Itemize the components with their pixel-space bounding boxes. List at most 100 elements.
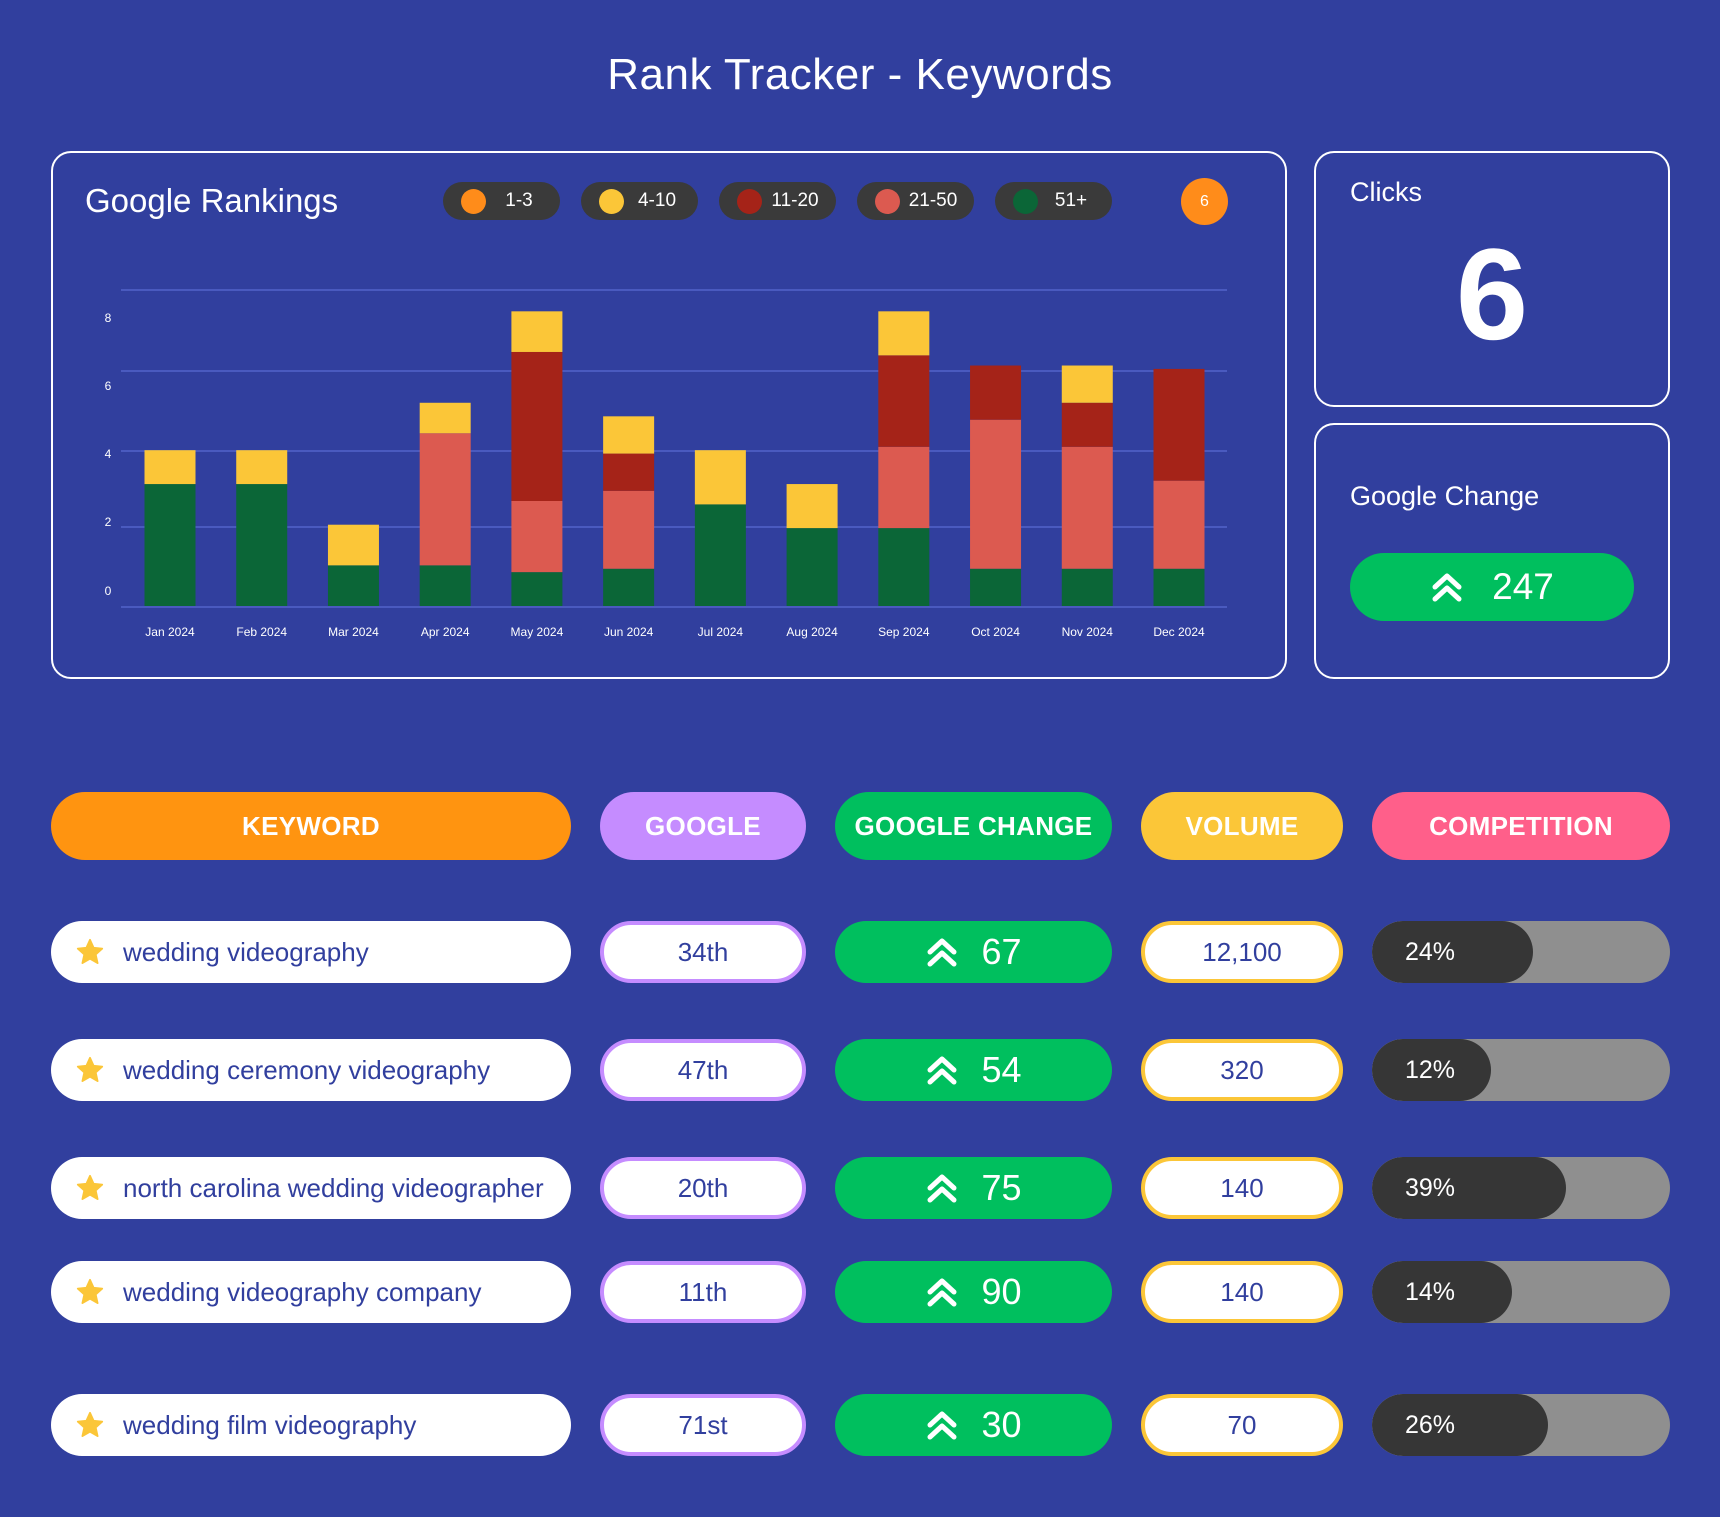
bar-segment-51-plus[interactable] <box>236 484 288 606</box>
bar-segment-4-10[interactable] <box>878 311 930 356</box>
legend-item-11-20[interactable]: 11-20 <box>719 182 836 220</box>
keyword-text: wedding film videography <box>123 1409 417 1440</box>
bar-segment-51-plus[interactable] <box>1153 568 1205 606</box>
double-chevron-up-icon <box>927 938 957 967</box>
legend-item-1-3[interactable]: 1-3 <box>443 182 560 220</box>
competition-text: 24% <box>1405 937 1456 966</box>
google-rank-text: 11th <box>678 1276 728 1307</box>
bar-segment-4-10[interactable] <box>511 311 563 352</box>
legend-item-4-10[interactable]: 4-10 <box>581 182 698 220</box>
bar-segment-11-20[interactable] <box>878 355 930 447</box>
y-tick-label: 2 <box>105 515 112 529</box>
y-tick-label: 6 <box>105 379 112 393</box>
google-change-cell: 30 <box>835 1394 1112 1456</box>
bar-segment-4-10[interactable] <box>1061 365 1113 403</box>
double-chevron-up-icon <box>927 1411 957 1440</box>
keyword-cell[interactable]: north carolina wedding videographer <box>51 1157 571 1219</box>
google-rank-cell: 34th <box>600 921 806 983</box>
column-header-volume[interactable]: VOLUME <box>1141 792 1343 860</box>
double-chevron-up-icon <box>927 1278 957 1307</box>
bar-segment-51-plus[interactable] <box>419 565 471 606</box>
star-icon[interactable] <box>75 1055 105 1085</box>
keyword-cell[interactable]: wedding videography <box>51 921 571 983</box>
competition-bar: 26% <box>1372 1394 1670 1456</box>
bar-segment-11-20[interactable] <box>511 351 563 501</box>
bar-segment-51-plus[interactable] <box>1061 568 1113 606</box>
x-tick-label: May 2024 <box>511 625 564 639</box>
bar-segment-51-plus[interactable] <box>144 484 196 606</box>
bar-segment-4-10[interactable] <box>786 484 838 529</box>
keyword-text: wedding videography company <box>123 1276 482 1307</box>
bar-segment-21-50[interactable] <box>1153 480 1205 569</box>
bar-segment-4-10[interactable] <box>327 524 379 566</box>
google-rank-cell: 47th <box>600 1039 806 1101</box>
google-change-text: 75 <box>981 1167 1022 1208</box>
x-tick-label: Apr 2024 <box>421 625 470 639</box>
double-chevron-up-icon <box>927 1056 957 1085</box>
bar-segment-4-10[interactable] <box>144 450 196 485</box>
bar-segment-51-plus[interactable] <box>327 565 379 606</box>
bar-segment-51-plus[interactable] <box>694 504 746 606</box>
bar-segment-21-50[interactable] <box>970 419 1022 569</box>
column-header-google[interactable]: GOOGLE <box>600 792 806 860</box>
bar-segment-11-20[interactable] <box>970 365 1022 420</box>
legend-label: 11-20 <box>771 190 819 211</box>
x-tick-label: Oct 2024 <box>971 625 1020 639</box>
x-tick-label: Mar 2024 <box>328 625 379 639</box>
legend-dot-icon <box>461 188 486 214</box>
competition-bar: 14% <box>1372 1261 1670 1323</box>
google-change-card: Google Change 247 <box>1314 423 1670 679</box>
google-change-value: 247 <box>1492 566 1554 607</box>
google-rank-cell: 71st <box>600 1394 806 1456</box>
bar-segment-51-plus[interactable] <box>786 528 838 606</box>
competition-bar: 39% <box>1372 1157 1670 1219</box>
keyword-text: north carolina wedding videographer <box>123 1172 544 1203</box>
double-chevron-up-icon <box>927 1174 957 1203</box>
bar-segment-4-10[interactable] <box>694 450 746 505</box>
star-icon[interactable] <box>75 1410 105 1440</box>
volume-cell: 12,100 <box>1141 921 1343 983</box>
star-icon[interactable] <box>75 1277 105 1307</box>
bar-segment-51-plus[interactable] <box>603 568 655 606</box>
star-icon[interactable] <box>75 937 105 967</box>
keyword-cell[interactable]: wedding videography company <box>51 1261 571 1323</box>
x-tick-label: Nov 2024 <box>1062 625 1114 639</box>
bar-segment-21-50[interactable] <box>878 446 930 529</box>
google-change-cell: 90 <box>835 1261 1112 1323</box>
bar-segment-11-20[interactable] <box>603 453 655 491</box>
column-header-competition[interactable]: COMPETITION <box>1372 792 1670 860</box>
volume-cell: 70 <box>1141 1394 1343 1456</box>
legend-item-51-plus[interactable]: 51+ <box>995 182 1112 220</box>
page-title: Rank Tracker - Keywords <box>607 50 1113 99</box>
column-header-google-change[interactable]: GOOGLE CHANGE <box>835 792 1112 860</box>
clicks-value: 6 <box>1455 221 1529 367</box>
column-header-keyword[interactable]: KEYWORD <box>51 792 571 860</box>
bar-segment-4-10[interactable] <box>419 402 471 434</box>
bar-segment-51-plus[interactable] <box>878 528 930 606</box>
competition-text: 26% <box>1405 1410 1456 1439</box>
google-change-cell: 54 <box>835 1039 1112 1101</box>
volume-text: 140 <box>1220 1276 1264 1307</box>
bar-segment-21-50[interactable] <box>1061 446 1113 569</box>
bar-segment-21-50[interactable] <box>419 433 471 566</box>
clicks-label: Clicks <box>1350 177 1422 207</box>
bar-segment-4-10[interactable] <box>603 416 655 454</box>
bar-segment-51-plus[interactable] <box>970 568 1022 606</box>
competition-bar-fill <box>1372 1157 1566 1219</box>
competition-bar-fill <box>1372 921 1533 983</box>
volume-cell: 140 <box>1141 1261 1343 1323</box>
bar-segment-21-50[interactable] <box>511 501 563 573</box>
google-rankings-card: 0 2 4 6 8 Jan 2024 Feb 2024 Mar 2024 Apr 2024 May… <box>51 151 1287 679</box>
legend-dot-icon <box>737 188 762 214</box>
bar-segment-11-20[interactable] <box>1153 368 1205 481</box>
bar-segment-11-20[interactable] <box>1061 402 1113 447</box>
star-icon[interactable] <box>75 1173 105 1203</box>
bar-segment-21-50[interactable] <box>603 490 655 569</box>
legend-item-21-50[interactable]: 21-50 <box>857 182 974 220</box>
keyword-cell[interactable]: wedding film videography <box>51 1394 571 1456</box>
keyword-cell[interactable]: wedding ceremony videography <box>51 1039 571 1101</box>
bar-segment-4-10[interactable] <box>236 450 288 485</box>
x-tick-label: Feb 2024 <box>236 625 287 639</box>
google-change-text: 30 <box>981 1404 1022 1445</box>
bar-segment-51-plus[interactable] <box>511 572 563 606</box>
